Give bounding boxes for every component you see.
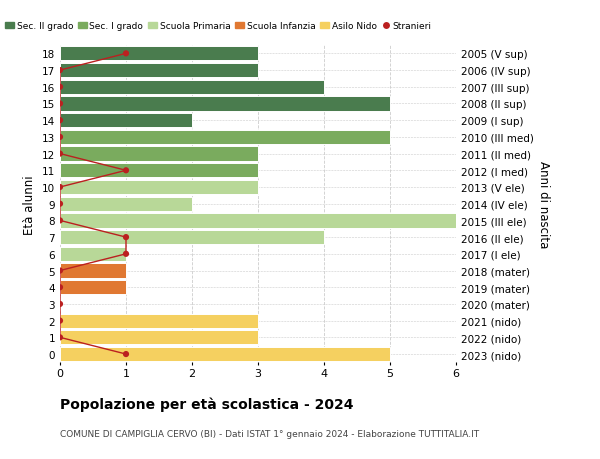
Bar xyxy=(60,64,258,78)
Point xyxy=(55,84,65,91)
Point xyxy=(55,67,65,74)
Point xyxy=(55,301,65,308)
Bar xyxy=(60,247,126,261)
Point xyxy=(121,351,131,358)
Point xyxy=(55,317,65,325)
Bar xyxy=(60,130,390,145)
Point xyxy=(55,201,65,208)
Bar xyxy=(60,180,258,195)
Point xyxy=(121,167,131,174)
Text: Popolazione per età scolastica - 2024: Popolazione per età scolastica - 2024 xyxy=(60,397,353,412)
Bar xyxy=(60,314,258,328)
Bar xyxy=(60,97,390,112)
Point xyxy=(55,117,65,124)
Bar xyxy=(60,147,258,161)
Point xyxy=(121,251,131,258)
Point xyxy=(55,267,65,274)
Bar xyxy=(60,197,192,211)
Bar xyxy=(60,80,324,95)
Bar xyxy=(60,280,126,295)
Point xyxy=(55,184,65,191)
Y-axis label: Età alunni: Età alunni xyxy=(23,174,37,234)
Bar xyxy=(60,264,126,278)
Point xyxy=(121,50,131,58)
Legend: Sec. II grado, Sec. I grado, Scuola Primaria, Scuola Infanzia, Asilo Nido, Stran: Sec. II grado, Sec. I grado, Scuola Prim… xyxy=(1,19,436,35)
Bar xyxy=(60,114,192,128)
Bar xyxy=(60,214,522,228)
Bar xyxy=(60,347,390,361)
Bar xyxy=(60,47,258,62)
Point xyxy=(55,334,65,341)
Bar xyxy=(60,330,258,345)
Bar xyxy=(60,164,258,178)
Point xyxy=(55,151,65,158)
Point xyxy=(55,101,65,108)
Point xyxy=(55,284,65,291)
Point xyxy=(55,134,65,141)
Point xyxy=(121,234,131,241)
Text: COMUNE DI CAMPIGLIA CERVO (BI) - Dati ISTAT 1° gennaio 2024 - Elaborazione TUTTI: COMUNE DI CAMPIGLIA CERVO (BI) - Dati IS… xyxy=(60,429,479,438)
Y-axis label: Anni di nascita: Anni di nascita xyxy=(538,161,550,248)
Bar xyxy=(60,230,324,245)
Point xyxy=(55,217,65,224)
